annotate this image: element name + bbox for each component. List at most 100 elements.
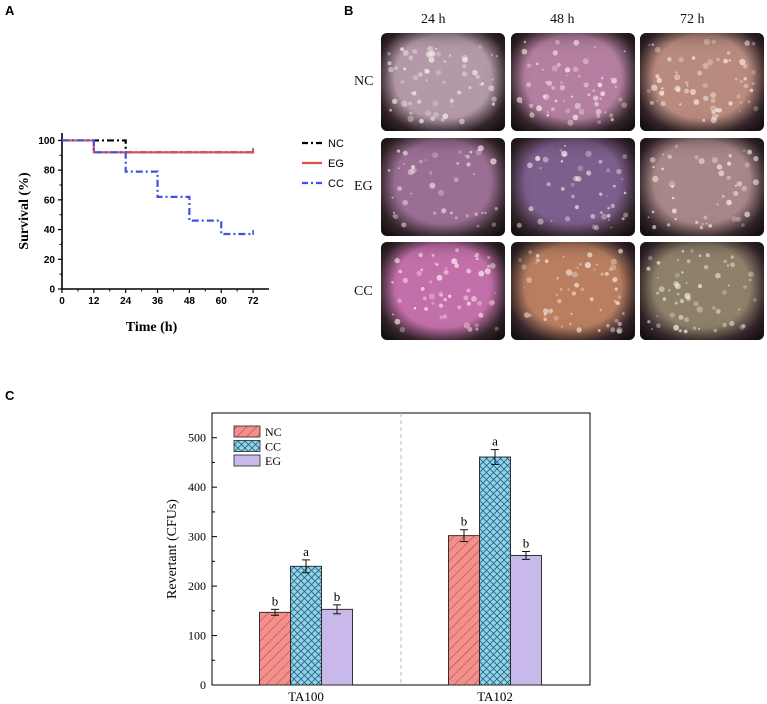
cell-dot: [744, 162, 750, 168]
cell-dot: [422, 296, 427, 301]
cell-dot: [658, 286, 665, 293]
cell-dot: [474, 212, 478, 216]
cell-dot: [445, 267, 448, 269]
cell-dot: [646, 266, 651, 271]
cell-dot: [590, 214, 596, 219]
cell-dot: [546, 182, 551, 187]
cell-dot: [487, 264, 491, 268]
cell-dot: [694, 155, 699, 160]
cell-dot: [674, 283, 680, 289]
cell-dot: [599, 308, 603, 312]
cell-texture: [646, 39, 759, 124]
cell-dot: [546, 113, 550, 117]
micrograph-cc-2: [640, 242, 764, 340]
cell-dot: [471, 296, 477, 302]
cell-dot: [535, 156, 540, 162]
cell-dot: [606, 194, 609, 197]
cell-dot: [491, 96, 497, 102]
cell-dot: [416, 270, 422, 277]
micrograph-col-header: 24 h: [421, 12, 446, 27]
cell-dot: [542, 156, 549, 163]
x-tick-label: 48: [184, 296, 196, 307]
cell-dot: [647, 320, 651, 324]
micrograph-col-header: 48 h: [550, 12, 575, 27]
cell-dot: [546, 111, 549, 113]
cell-dot: [528, 206, 534, 212]
cell-dot: [576, 327, 582, 333]
cell-dot: [742, 63, 748, 69]
cell-dot: [668, 181, 676, 188]
cell-dot: [487, 255, 491, 260]
cell-dot: [684, 88, 689, 94]
cell-dot: [488, 300, 495, 306]
cell-dot: [753, 106, 759, 112]
cell-dot: [463, 322, 470, 329]
cell-texture: [646, 249, 757, 334]
cell-texture: [391, 248, 499, 333]
cell-dot: [425, 159, 428, 161]
cell-dot: [739, 101, 743, 104]
cell-dot: [412, 75, 419, 81]
cell-dot: [582, 58, 589, 65]
cell-dot: [596, 114, 601, 119]
legend-label-nc: NC: [328, 138, 344, 150]
cell-dot: [673, 280, 679, 287]
cell-dot: [661, 167, 664, 171]
cell-dot: [398, 269, 402, 274]
cell-dot: [528, 250, 533, 254]
cell-dot: [554, 99, 558, 103]
cell-dot: [440, 118, 445, 122]
cell-dot: [685, 281, 688, 285]
cell-dot: [584, 262, 591, 269]
cell-dot: [394, 257, 400, 264]
cell-dot: [457, 305, 462, 310]
cell-dot: [560, 325, 563, 328]
cell-dot: [392, 313, 394, 316]
cell-dot: [652, 175, 659, 183]
cell-dot: [580, 287, 585, 292]
cell-dot: [675, 71, 678, 74]
cell-dot: [475, 257, 479, 261]
cell-dot: [463, 295, 469, 301]
cell-dot: [438, 189, 445, 196]
cell-dot: [674, 85, 681, 92]
cell-dot: [667, 223, 671, 227]
cell-dot: [491, 78, 494, 81]
cell-dot: [713, 328, 718, 333]
x-tick-label: 0: [59, 296, 65, 307]
cell-dot: [610, 203, 615, 209]
cell-dot: [597, 329, 601, 332]
cell-dot: [516, 96, 523, 103]
cell-dot: [579, 262, 582, 266]
cell-dot: [598, 159, 603, 164]
cell-texture: [387, 44, 498, 125]
cell-dot: [610, 327, 616, 333]
x-tick-label: 36: [152, 296, 164, 307]
cell-dot: [466, 301, 471, 306]
cell-dot: [541, 68, 544, 71]
cell-dot: [491, 102, 496, 106]
cell-dot: [621, 102, 628, 108]
cell-dot: [431, 254, 435, 257]
cell-dot: [468, 86, 472, 90]
cell-dot: [730, 255, 734, 259]
micrograph-eg-0: [381, 138, 505, 236]
cell-dot: [557, 299, 562, 304]
cell-dot: [439, 315, 444, 320]
cell-dot: [651, 84, 658, 91]
cell-dot: [397, 298, 402, 303]
cell-dot: [662, 297, 667, 301]
cell-dot: [523, 286, 525, 289]
cell-dot: [662, 153, 665, 156]
cell-dot: [753, 156, 759, 162]
cell-dot: [721, 195, 725, 198]
cell-dot: [454, 216, 458, 220]
cell-dot: [451, 258, 458, 265]
cell-dot: [542, 94, 547, 99]
cell-dot: [543, 93, 550, 100]
cell-dot: [425, 69, 430, 74]
cell-dot: [551, 65, 558, 72]
cell-dot: [649, 157, 656, 163]
cell-dot: [465, 154, 470, 159]
micrograph-col-header: 72 h: [680, 12, 705, 27]
